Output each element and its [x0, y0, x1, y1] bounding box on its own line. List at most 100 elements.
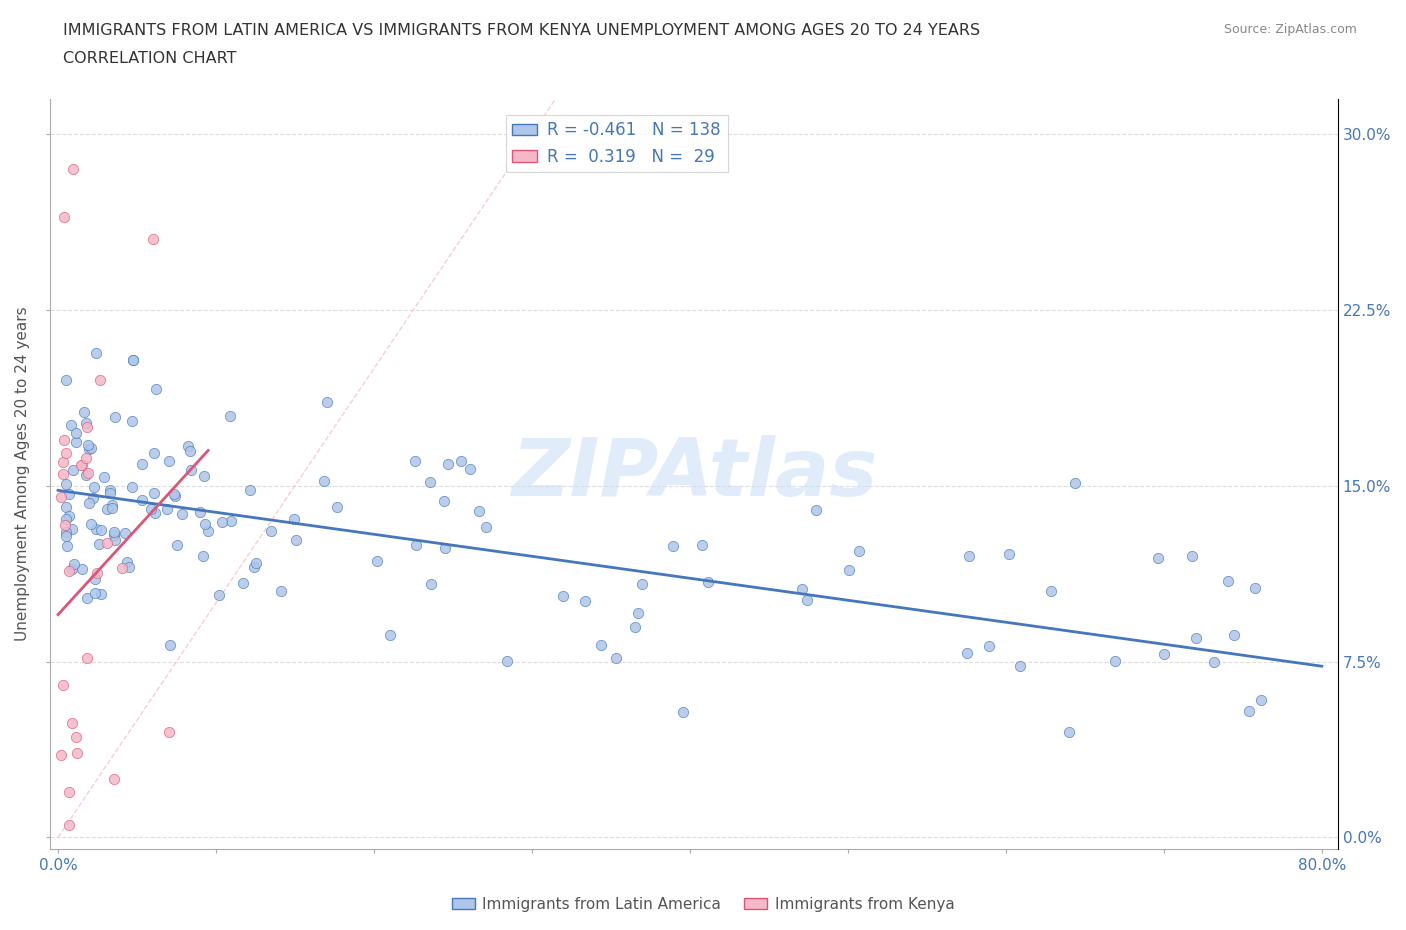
- Point: [79, 442, 101, 457]
- Point: [65, 730, 87, 745]
- Point: [143, 445, 166, 460]
- Point: [141, 501, 163, 516]
- Point: [75, 468, 97, 483]
- Point: [77, 466, 100, 481]
- Point: [405, 537, 427, 551]
- Point: [957, 549, 980, 564]
- Point: [404, 453, 426, 468]
- Point: [96, 501, 118, 516]
- Point: [188, 504, 211, 519]
- Point: [838, 563, 860, 578]
- Point: [110, 561, 132, 576]
- Point: [157, 724, 180, 739]
- Point: [76, 591, 98, 605]
- Point: [58, 486, 80, 501]
- Point: [51, 490, 73, 505]
- Point: [80, 517, 103, 532]
- Point: [177, 438, 200, 453]
- Point: [624, 619, 647, 634]
- Point: [52, 455, 75, 470]
- Point: [239, 483, 262, 498]
- Point: [166, 538, 188, 552]
- Point: [270, 584, 292, 599]
- Point: [285, 533, 308, 548]
- Point: [848, 543, 870, 558]
- Point: [89, 373, 111, 388]
- Point: [243, 560, 266, 575]
- Point: [55, 525, 77, 539]
- Point: [142, 232, 165, 246]
- Point: [62, 557, 84, 572]
- Point: [1057, 724, 1080, 739]
- Point: [53, 209, 76, 224]
- Point: [70, 562, 93, 577]
- Point: [62, 462, 84, 477]
- Point: [58, 818, 80, 833]
- Point: [197, 524, 219, 538]
- Point: [1223, 627, 1246, 642]
- Point: [145, 381, 167, 396]
- Point: [114, 525, 136, 540]
- Point: [51, 748, 73, 763]
- Point: [84, 346, 107, 361]
- Point: [792, 582, 814, 597]
- Point: [245, 555, 267, 570]
- Point: [52, 678, 75, 693]
- Point: [58, 785, 80, 800]
- Point: [62, 715, 84, 730]
- Point: [219, 513, 242, 528]
- Point: [326, 499, 349, 514]
- Point: [55, 512, 77, 526]
- Point: [475, 520, 498, 535]
- Point: [98, 483, 121, 498]
- Text: Source: ZipAtlas.com: Source: ZipAtlas.com: [1223, 23, 1357, 36]
- Point: [1147, 551, 1170, 565]
- Point: [191, 549, 214, 564]
- Point: [90, 587, 112, 602]
- Point: [193, 468, 215, 483]
- Point: [53, 432, 76, 447]
- Point: [103, 771, 125, 786]
- Point: [55, 538, 77, 553]
- Point: [70, 458, 93, 472]
- Point: [450, 453, 472, 468]
- Point: [458, 461, 481, 476]
- Point: [1104, 653, 1126, 668]
- Point: [218, 408, 240, 423]
- Point: [437, 457, 460, 472]
- Point: [83, 479, 105, 494]
- Point: [145, 506, 167, 521]
- Point: [77, 437, 100, 452]
- Point: [75, 415, 97, 430]
- Point: [104, 533, 127, 548]
- Text: CORRELATION CHART: CORRELATION CHART: [63, 51, 236, 66]
- Point: [55, 476, 77, 491]
- Point: [690, 538, 713, 552]
- Point: [157, 453, 180, 468]
- Point: [77, 496, 100, 511]
- Point: [93, 470, 115, 485]
- Point: [60, 522, 83, 537]
- Point: [115, 555, 138, 570]
- Point: [98, 485, 121, 500]
- Text: IMMIGRANTS FROM LATIN AMERICA VS IMMIGRANTS FROM KENYA UNEMPLOYMENT AMONG AGES 2: IMMIGRANTS FROM LATIN AMERICA VS IMMIGRA…: [63, 23, 980, 38]
- Point: [53, 518, 76, 533]
- Point: [52, 467, 75, 482]
- Point: [1243, 580, 1265, 595]
- Point: [165, 489, 187, 504]
- Point: [122, 352, 145, 367]
- Point: [314, 473, 336, 488]
- Point: [96, 535, 118, 550]
- Point: [86, 565, 108, 580]
- Point: [1204, 655, 1226, 670]
- Point: [75, 450, 97, 465]
- Point: [956, 646, 979, 661]
- Point: [76, 419, 98, 434]
- Point: [433, 493, 456, 508]
- Point: [163, 486, 186, 501]
- Point: [696, 575, 718, 590]
- Point: [591, 637, 613, 652]
- Point: [551, 589, 574, 604]
- Point: [100, 500, 122, 515]
- Point: [1010, 658, 1032, 673]
